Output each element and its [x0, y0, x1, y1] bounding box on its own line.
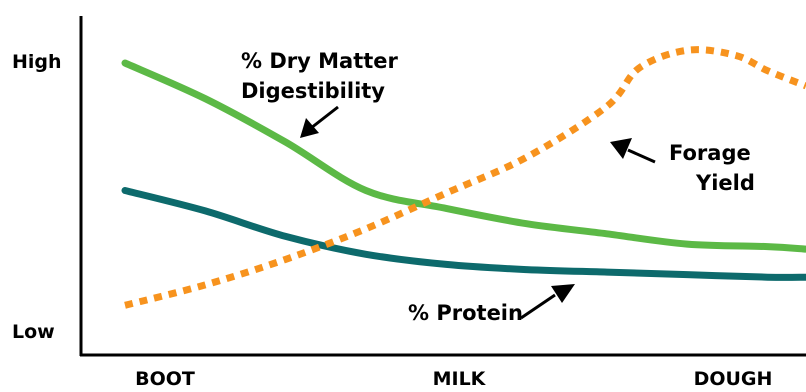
- x-tick-label-boot: BOOT: [135, 368, 195, 390]
- annotation-yield-line-2: Yield: [695, 171, 755, 195]
- annotation-dry-matter-line-2: Digestibility: [241, 79, 385, 103]
- annotation-dry-matter-line-1: % Dry Matter: [241, 49, 399, 73]
- x-tick-label-dough: DOUGH: [694, 368, 773, 390]
- annotation-protein: % Protein: [408, 301, 523, 325]
- x-tick-label-milk: MILK: [433, 368, 487, 390]
- arrow-forage-yield: [610, 138, 656, 164]
- series-line-dry-matter-digestibility: [121, 59, 806, 253]
- annotation-yield-line-1: Forage: [669, 141, 751, 165]
- series-line-protein: [121, 187, 806, 281]
- arrow-protein: [520, 284, 575, 320]
- y-tick-label-low: Low: [12, 321, 55, 343]
- arrow-dry-matter: [300, 105, 339, 138]
- y-tick-label-high: High: [12, 51, 62, 73]
